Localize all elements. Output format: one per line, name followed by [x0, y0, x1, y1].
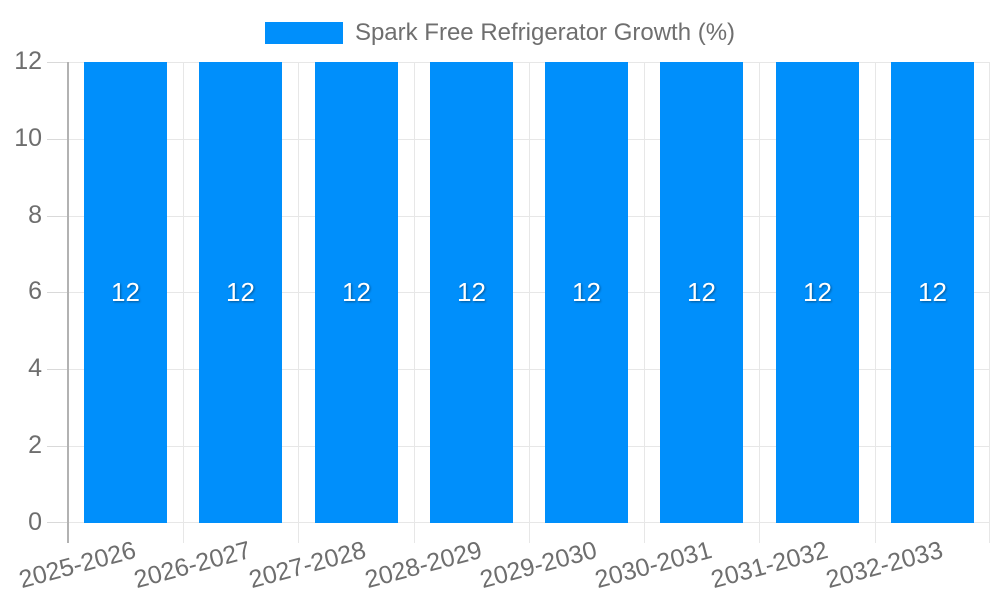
legend-label[interactable]: Spark Free Refrigerator Growth (%) — [354, 19, 736, 46]
gridline-v — [414, 62, 415, 543]
x-tick-label: 2028-2029 — [362, 536, 486, 594]
y-tick-label: 2 — [28, 430, 42, 459]
y-axis-line — [67, 62, 69, 543]
y-tick-mark — [47, 62, 68, 63]
x-tick-label: 2025-2026 — [16, 536, 140, 594]
bar-value-label: 12 — [803, 277, 832, 307]
x-tick-label: 2031-2032 — [708, 536, 832, 594]
x-tick-label: 2030-2031 — [592, 536, 716, 594]
legend-swatch-icon[interactable] — [264, 22, 343, 44]
plot-area: 12 12 12 12 12 12 12 12 — [47, 62, 990, 543]
y-tick-label: 6 — [28, 276, 42, 305]
x-tick-label: 2027-2028 — [246, 536, 370, 594]
y-tick-mark — [47, 216, 68, 217]
bar-value-label: 12 — [226, 277, 255, 307]
x-tick-label: 2032-2033 — [823, 536, 947, 594]
bar-2030-2031[interactable]: 12 — [660, 62, 743, 523]
bar-value-label: 12 — [457, 277, 486, 307]
bar-value-label: 12 — [111, 277, 140, 307]
y-tick-mark — [47, 522, 68, 523]
gridline-v — [644, 62, 645, 543]
bar-2027-2028[interactable]: 12 — [315, 62, 398, 523]
bar-value-label: 12 — [342, 277, 371, 307]
bar-2031-2032[interactable]: 12 — [776, 62, 859, 523]
gridline-v — [875, 62, 876, 543]
gridline-v — [529, 62, 530, 543]
gridline-v — [989, 62, 990, 543]
gridline-v — [298, 62, 299, 543]
x-tick-label: 2029-2030 — [477, 536, 601, 594]
y-tick-mark — [47, 139, 68, 140]
y-tick-mark — [47, 446, 68, 447]
bar-value-label: 12 — [572, 277, 601, 307]
bar-2026-2027[interactable]: 12 — [199, 62, 282, 523]
bar-2029-2030[interactable]: 12 — [545, 62, 628, 523]
chart-legend: Spark Free Refrigerator Growth (%) — [0, 18, 1000, 48]
y-tick-label: 4 — [28, 353, 42, 382]
bar-2032-2033[interactable]: 12 — [891, 62, 974, 523]
gridline-v — [183, 62, 184, 543]
bar-2025-2026[interactable]: 12 — [84, 62, 167, 523]
bar-2028-2029[interactable]: 12 — [430, 62, 513, 523]
bar-value-label: 12 — [918, 277, 947, 307]
y-tick-label: 8 — [28, 200, 42, 229]
y-tick-mark — [47, 292, 68, 293]
y-tick-label: 10 — [14, 123, 42, 152]
y-tick-mark — [47, 369, 68, 370]
y-tick-label: 12 — [14, 46, 42, 75]
x-tick-label: 2026-2027 — [131, 536, 255, 594]
gridline-v — [759, 62, 760, 543]
y-tick-label: 0 — [28, 507, 42, 536]
bar-value-label: 12 — [687, 277, 716, 307]
